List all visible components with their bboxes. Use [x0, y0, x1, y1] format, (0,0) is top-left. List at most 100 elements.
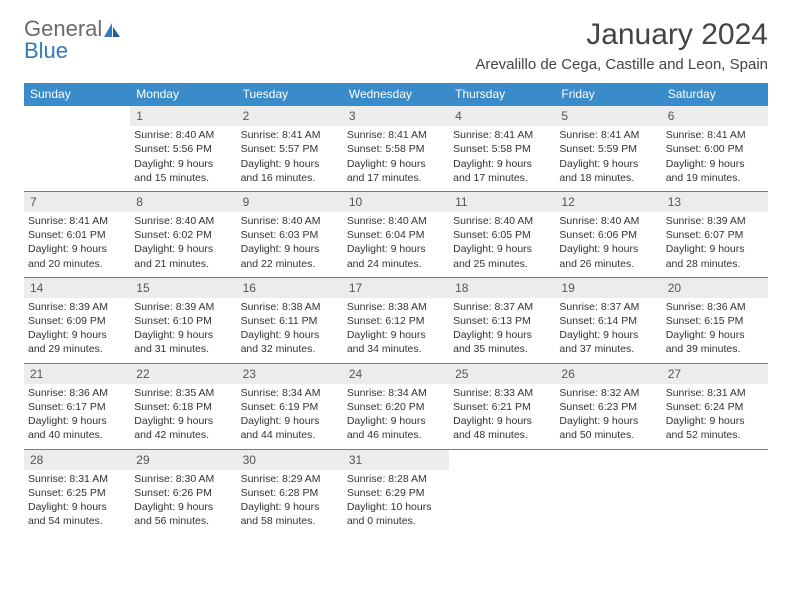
day-cell: 9Sunrise: 8:40 AMSunset: 6:03 PMDaylight… — [237, 191, 343, 277]
dow-header: Tuesday — [237, 83, 343, 106]
week-row: 14Sunrise: 8:39 AMSunset: 6:09 PMDayligh… — [24, 277, 768, 363]
sunrise-line: Sunrise: 8:30 AM — [134, 472, 232, 486]
daylight-line: Daylight: 9 hours and 34 minutes. — [347, 328, 445, 356]
day-cell: 30Sunrise: 8:29 AMSunset: 6:28 PMDayligh… — [237, 449, 343, 534]
day-number: 8 — [136, 195, 143, 209]
day-number: 29 — [136, 453, 149, 467]
sunrise-line: Sunrise: 8:39 AM — [666, 214, 764, 228]
daylight-line: Daylight: 9 hours and 17 minutes. — [453, 157, 551, 185]
daylight-line: Daylight: 9 hours and 29 minutes. — [28, 328, 126, 356]
day-number: 23 — [243, 367, 256, 381]
sunset-line: Sunset: 5:58 PM — [453, 142, 551, 156]
logo-text-blue: Blue — [24, 38, 68, 63]
day-cell: 18Sunrise: 8:37 AMSunset: 6:13 PMDayligh… — [449, 277, 555, 363]
sunrise-line: Sunrise: 8:33 AM — [453, 386, 551, 400]
day-cell: 13Sunrise: 8:39 AMSunset: 6:07 PMDayligh… — [662, 191, 768, 277]
daynum-row: 12 — [555, 192, 661, 212]
sunset-line: Sunset: 6:12 PM — [347, 314, 445, 328]
daynum-row: 28 — [24, 450, 130, 470]
daynum-row: 15 — [130, 278, 236, 298]
dow-header: Sunday — [24, 83, 130, 106]
day-number: 10 — [349, 195, 362, 209]
daylight-line: Daylight: 9 hours and 31 minutes. — [134, 328, 232, 356]
daylight-line: Daylight: 9 hours and 54 minutes. — [28, 500, 126, 528]
day-cell: 5Sunrise: 8:41 AMSunset: 5:59 PMDaylight… — [555, 106, 661, 192]
day-cell: 12Sunrise: 8:40 AMSunset: 6:06 PMDayligh… — [555, 191, 661, 277]
day-number: 30 — [243, 453, 256, 467]
daylight-line: Daylight: 9 hours and 48 minutes. — [453, 414, 551, 442]
daynum-row: 22 — [130, 364, 236, 384]
day-cell: 20Sunrise: 8:36 AMSunset: 6:15 PMDayligh… — [662, 277, 768, 363]
day-number: 15 — [136, 281, 149, 295]
day-number: 12 — [561, 195, 574, 209]
sunset-line: Sunset: 5:56 PM — [134, 142, 232, 156]
daylight-line: Daylight: 9 hours and 58 minutes. — [241, 500, 339, 528]
day-number: 26 — [561, 367, 574, 381]
day-cell: 21Sunrise: 8:36 AMSunset: 6:17 PMDayligh… — [24, 363, 130, 449]
dow-header: Friday — [555, 83, 661, 106]
daynum-row: 21 — [24, 364, 130, 384]
day-number: 22 — [136, 367, 149, 381]
sunset-line: Sunset: 6:04 PM — [347, 228, 445, 242]
daylight-line: Daylight: 9 hours and 32 minutes. — [241, 328, 339, 356]
sunset-line: Sunset: 6:00 PM — [666, 142, 764, 156]
week-row: 21Sunrise: 8:36 AMSunset: 6:17 PMDayligh… — [24, 363, 768, 449]
dow-header: Monday — [130, 83, 236, 106]
sunrise-line: Sunrise: 8:36 AM — [666, 300, 764, 314]
sail-icon — [102, 21, 122, 39]
daylight-line: Daylight: 9 hours and 28 minutes. — [666, 242, 764, 270]
sunrise-line: Sunrise: 8:37 AM — [453, 300, 551, 314]
daylight-line: Daylight: 9 hours and 17 minutes. — [347, 157, 445, 185]
title-block: January 2024 Arevalillo de Cega, Castill… — [475, 18, 768, 73]
day-cell: 16Sunrise: 8:38 AMSunset: 6:11 PMDayligh… — [237, 277, 343, 363]
daylight-line: Daylight: 9 hours and 24 minutes. — [347, 242, 445, 270]
day-number: 5 — [561, 109, 568, 123]
sunset-line: Sunset: 6:09 PM — [28, 314, 126, 328]
sunset-line: Sunset: 6:06 PM — [559, 228, 657, 242]
day-number: 1 — [136, 109, 143, 123]
sunrise-line: Sunrise: 8:39 AM — [134, 300, 232, 314]
day-number: 20 — [668, 281, 681, 295]
day-cell: 7Sunrise: 8:41 AMSunset: 6:01 PMDaylight… — [24, 191, 130, 277]
sunrise-line: Sunrise: 8:41 AM — [453, 128, 551, 142]
week-row: 28Sunrise: 8:31 AMSunset: 6:25 PMDayligh… — [24, 449, 768, 534]
daynum-row: 18 — [449, 278, 555, 298]
day-cell: 26Sunrise: 8:32 AMSunset: 6:23 PMDayligh… — [555, 363, 661, 449]
day-cell: 31 Sunrise: 8:28 AMSunset: 6:29 PMDayligh… — [343, 449, 449, 534]
sunset-line: Sunset: 6:29 PM — [347, 486, 445, 500]
day-cell-empty — [555, 449, 661, 534]
sunset-line: Sunset: 6:02 PM — [134, 228, 232, 242]
day-number: 25 — [455, 367, 468, 381]
day-number: 27 — [668, 367, 681, 381]
day-number: 11 — [455, 195, 467, 209]
daylight-line: Daylight: 9 hours and 46 minutes. — [347, 414, 445, 442]
day-cell-empty — [449, 449, 555, 534]
day-cell: 28Sunrise: 8:31 AMSunset: 6:25 PMDayligh… — [24, 449, 130, 534]
daynum-row: 23 — [237, 364, 343, 384]
sunrise-line: Sunrise: 8:41 AM — [241, 128, 339, 142]
sunrise-line: Sunrise: 8:31 AM — [666, 386, 764, 400]
daynum-row: 11 — [449, 192, 555, 212]
day-number: 16 — [243, 281, 256, 295]
sunrise-line: Sunrise: 8:28 AM — [347, 472, 445, 486]
daylight-line: Daylight: 9 hours and 37 minutes. — [559, 328, 657, 356]
daynum-row: 9 — [237, 192, 343, 212]
week-row: 1 Sunrise: 8:40 AMSunset: 5:56 PM Daylight… — [24, 106, 768, 192]
day-cell: 15Sunrise: 8:39 AMSunset: 6:10 PMDayligh… — [130, 277, 236, 363]
day-cell: 29Sunrise: 8:30 AMSunset: 6:26 PMDayligh… — [130, 449, 236, 534]
dow-header: Thursday — [449, 83, 555, 106]
daylight-line: Daylight: 9 hours and 25 minutes. — [453, 242, 551, 270]
header: General Blue January 2024 Arevalillo de … — [24, 18, 768, 73]
day-number: 2 — [243, 109, 250, 123]
daynum-row: 25 — [449, 364, 555, 384]
day-number: 3 — [349, 109, 356, 123]
day-cell: 3Sunrise: 8:41 AMSunset: 5:58 PMDaylight… — [343, 106, 449, 192]
daylight-line: Daylight: 9 hours and 52 minutes. — [666, 414, 764, 442]
daynum-row: 29 — [130, 450, 236, 470]
sunset-line: Sunset: 6:19 PM — [241, 400, 339, 414]
sunrise-line: Sunrise: 8:34 AM — [347, 386, 445, 400]
day-cell: 27Sunrise: 8:31 AMSunset: 6:24 PMDayligh… — [662, 363, 768, 449]
daynum-row: 31 — [343, 450, 449, 470]
sunrise-line: Sunrise: 8:40 AM — [134, 128, 232, 142]
daylight-line: Daylight: 10 hours and 0 minutes. — [347, 500, 445, 528]
